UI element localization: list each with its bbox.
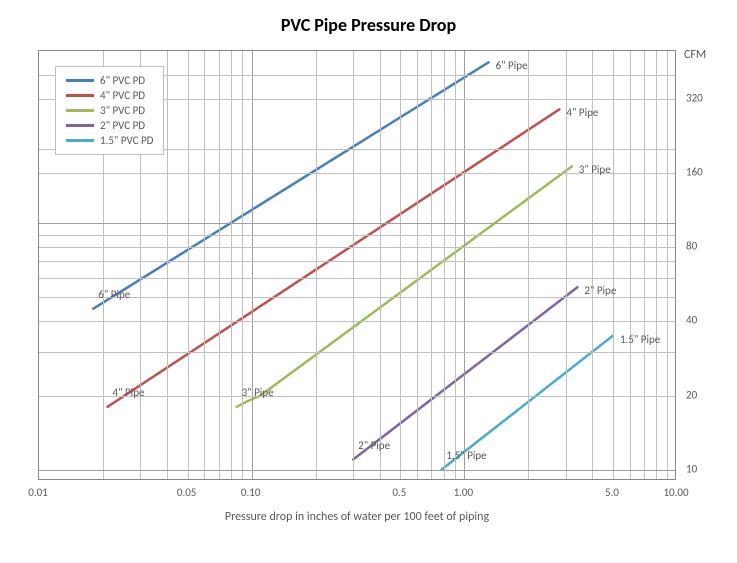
- gridline-vertical: [630, 51, 631, 479]
- series-label-start: 2" Pipe: [358, 439, 390, 452]
- legend-item: 2" PVC PD: [66, 118, 153, 133]
- gridline-vertical: [644, 51, 645, 479]
- series-label-end: 2" Pipe: [584, 284, 616, 297]
- gridline-vertical: [528, 51, 529, 479]
- y-axis-label: CFM: [684, 48, 706, 62]
- chart-container: PVC Pipe Pressure Drop CFM Pressure drop…: [0, 0, 737, 563]
- gridline-vertical: [242, 51, 243, 479]
- series-label-end: 4" Pipe: [566, 106, 598, 119]
- series-line: [237, 166, 572, 406]
- gridline-vertical: [219, 51, 220, 479]
- gridline-horizontal: [39, 235, 675, 236]
- legend-label: 6" PVC PD: [100, 74, 145, 87]
- gridline-horizontal: [39, 261, 675, 262]
- gridline-vertical: [400, 51, 401, 479]
- legend-item: 4" PVC PD: [66, 88, 153, 103]
- gridline-vertical: [167, 51, 168, 479]
- series-label-end: 6" Pipe: [496, 59, 528, 72]
- gridline-vertical: [188, 51, 189, 479]
- y-tick-label: 80: [686, 240, 697, 253]
- gridline-vertical: [613, 51, 614, 479]
- legend-label: 1.5" PVC PD: [100, 134, 153, 147]
- x-tick-label: 10.00: [663, 486, 688, 499]
- chart-title: PVC Pipe Pressure Drop: [0, 14, 737, 36]
- series-label-start: 6" Pipe: [98, 288, 130, 301]
- gridline-horizontal: [39, 321, 675, 322]
- series-label-end: 3" Pipe: [579, 163, 611, 176]
- legend-item: 6" PVC PD: [66, 73, 153, 88]
- series-label-start: 3" Pipe: [242, 386, 274, 399]
- x-tick-label: 1.00: [454, 486, 474, 499]
- x-tick-label: 0.01: [28, 486, 48, 499]
- legend-label: 3" PVC PD: [100, 104, 145, 117]
- legend-swatch: [66, 124, 94, 127]
- gridline-vertical: [252, 51, 253, 479]
- legend-swatch: [66, 109, 94, 112]
- gridline-horizontal: [39, 352, 675, 353]
- y-tick-label: 10: [686, 462, 697, 475]
- gridline-horizontal: [39, 297, 675, 298]
- y-tick-label: 40: [686, 314, 697, 327]
- gridline-horizontal: [39, 223, 675, 224]
- y-tick-label: 160: [686, 165, 703, 178]
- legend-swatch: [66, 79, 94, 82]
- series-label-start: 1.5" Pipe: [446, 449, 486, 462]
- x-tick-label: 0.10: [241, 486, 261, 499]
- gridline-vertical: [455, 51, 456, 479]
- x-tick-label: 5.0: [605, 486, 619, 499]
- legend: 6" PVC PD 4" PVC PD 3" PVC PD 2" PVC PD 1.5"…: [55, 66, 164, 155]
- gridline-vertical: [417, 51, 418, 479]
- gridline-vertical: [380, 51, 381, 479]
- gridline-vertical: [464, 51, 465, 479]
- gridline-vertical: [444, 51, 445, 479]
- series-label-end: 1.5" Pipe: [620, 333, 660, 346]
- legend-item: 3" PVC PD: [66, 103, 153, 118]
- y-tick-label: 320: [686, 91, 703, 104]
- legend-item: 1.5" PVC PD: [66, 133, 153, 148]
- series-label-start: 4" Pipe: [113, 386, 145, 399]
- gridline-vertical: [656, 51, 657, 479]
- y-tick-label: 20: [686, 388, 697, 401]
- gridline-vertical: [667, 51, 668, 479]
- gridline-horizontal: [39, 470, 675, 471]
- legend-swatch: [66, 94, 94, 97]
- gridline-vertical: [353, 51, 354, 479]
- x-tick-label: 0.05: [177, 486, 197, 499]
- gridline-horizontal: [39, 278, 675, 279]
- gridline-vertical: [204, 51, 205, 479]
- legend-label: 4" PVC PD: [100, 89, 145, 102]
- x-tick-label: 0.5: [392, 486, 406, 499]
- gridline-vertical: [231, 51, 232, 479]
- gridline-vertical: [316, 51, 317, 479]
- x-axis-label: Pressure drop in inches of water per 100…: [38, 510, 676, 524]
- gridline-horizontal: [39, 247, 675, 248]
- legend-label: 2" PVC PD: [100, 119, 145, 132]
- gridline-vertical: [431, 51, 432, 479]
- legend-swatch: [66, 139, 94, 142]
